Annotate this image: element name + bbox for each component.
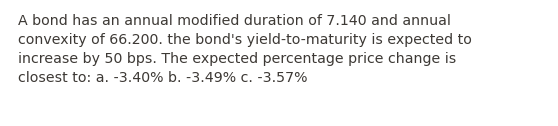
Text: A bond has an annual modified duration of 7.140 and annual
convexity of 66.200. : A bond has an annual modified duration o… <box>18 14 472 85</box>
